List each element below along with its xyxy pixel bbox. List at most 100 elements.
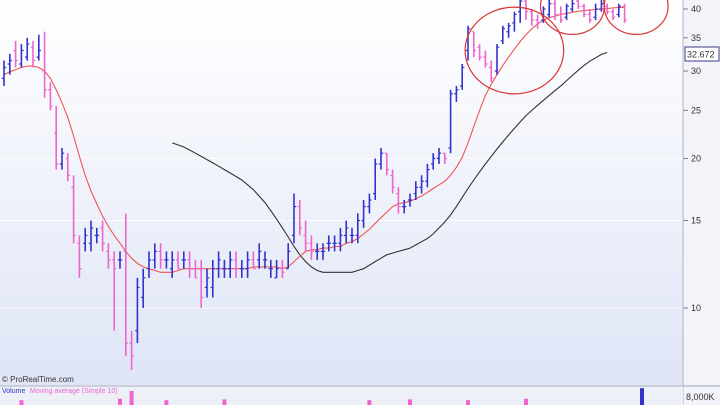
volume-bar	[118, 398, 122, 405]
ohlc-bar	[344, 220, 349, 244]
ohlc-bar	[332, 235, 337, 252]
ohlc-bar	[483, 50, 488, 68]
ohlc-bar	[7, 53, 12, 75]
ohlc-bar	[489, 60, 494, 83]
volume-bar	[640, 388, 644, 405]
ohlc-bar	[48, 82, 53, 111]
ohlc-bar	[25, 37, 30, 61]
ohlc-bar	[558, 6, 563, 23]
ohlc-bar	[448, 89, 453, 154]
ohlc-bar	[297, 199, 302, 236]
price-readout-box	[684, 46, 720, 62]
volume-bar	[19, 400, 24, 405]
ohlc-bar	[326, 235, 331, 252]
ohlc-bar	[390, 169, 395, 194]
ohlc-bar	[523, 0, 529, 21]
ohlc-bar	[419, 175, 424, 194]
volume-axis-label: 8,000K	[686, 392, 715, 402]
ohlc-bar	[564, 3, 569, 21]
ohlc-bar	[593, 3, 598, 21]
ohlc-bar	[112, 251, 117, 331]
ohlc-bar	[425, 163, 430, 188]
highlight-circle	[464, 6, 565, 95]
ohlc-bar	[402, 199, 407, 214]
ohlc-bar	[204, 268, 210, 298]
price-bars	[1, 0, 627, 371]
ohlc-bar	[268, 259, 273, 278]
volume-bar	[466, 400, 470, 405]
ohlc-bar	[36, 34, 41, 61]
ohlc-bar	[83, 227, 88, 252]
ohlc-bar	[280, 259, 285, 278]
ohlc-bar	[100, 220, 105, 252]
ohlc-bar	[274, 259, 279, 279]
ohlc-bar	[59, 147, 65, 170]
ohlc-bar	[436, 147, 442, 164]
ohlc-bar	[378, 147, 384, 170]
ohlc-bar	[547, 0, 552, 18]
y-tick-label: 15	[691, 216, 701, 226]
ohlc-bar	[233, 251, 239, 278]
ohlc-bar	[146, 251, 152, 278]
ohlc-bar	[245, 251, 250, 278]
ohlc-bar	[239, 259, 244, 278]
volume-label: Volume	[2, 388, 25, 395]
ohlc-bar	[123, 213, 128, 357]
ohlc-bar	[373, 158, 378, 200]
ohlc-bar	[117, 251, 123, 269]
ohlc-bar	[349, 227, 355, 244]
ohlc-bar	[65, 153, 70, 182]
ohlc-bar	[106, 243, 111, 269]
ohlc-bar	[210, 259, 215, 298]
ohlc-bar	[303, 220, 308, 252]
ohlc-bar	[506, 22, 511, 38]
ohlc-bar	[616, 3, 621, 18]
ohlc-bar	[158, 243, 163, 269]
y-tick-label: 40	[691, 4, 701, 14]
ohlc-bar	[477, 44, 482, 61]
volume-ma-label: Moving average (Simple 10)	[30, 388, 118, 395]
ohlc-bar	[1, 60, 7, 86]
ohlc-bar	[193, 259, 198, 279]
ohlc-bar	[599, 0, 604, 12]
ohlc-bar	[361, 199, 366, 228]
y-tick-label: 30	[691, 66, 701, 76]
ohlc-bar	[291, 193, 297, 244]
ohlc-bar	[30, 40, 36, 68]
ohlc-bar	[71, 175, 76, 244]
y-tick-label: 25	[691, 105, 701, 115]
ohlc-bar	[587, 9, 592, 23]
ohlc-bar	[465, 25, 471, 61]
ohlc-bar	[309, 235, 314, 260]
ohlc-bar	[610, 9, 616, 21]
ohlc-bar	[431, 153, 436, 170]
ohlc-bar	[286, 243, 291, 270]
ohlc-bar	[605, 3, 610, 15]
ohlc-bar	[355, 213, 360, 244]
volume-bar	[524, 398, 528, 405]
ohlc-bar	[129, 330, 134, 371]
ohlc-bar	[216, 251, 221, 278]
price-readout-value: 32.672	[687, 50, 715, 60]
ohlc-bar	[42, 31, 47, 98]
volume-bar	[129, 391, 134, 405]
ohlc-bar	[13, 40, 18, 68]
plot-background	[0, 0, 683, 385]
ohlc-bar	[222, 259, 227, 278]
price-readout: 32.672	[684, 46, 720, 62]
ohlc-bar	[94, 227, 99, 244]
ohlc-bar	[529, 9, 534, 26]
ohlc-bar	[187, 251, 192, 278]
y-tick-label: 35	[691, 33, 701, 43]
ohlc-bar	[181, 251, 186, 269]
volume-bars	[19, 388, 644, 405]
ohlc-bar	[170, 251, 175, 278]
ohlc-bar	[367, 193, 372, 214]
price-axis-background	[683, 0, 720, 405]
ohlc-bar	[262, 251, 268, 269]
volume-bar	[367, 400, 372, 405]
ohlc-bar	[257, 243, 262, 269]
volume-bar	[164, 400, 169, 405]
